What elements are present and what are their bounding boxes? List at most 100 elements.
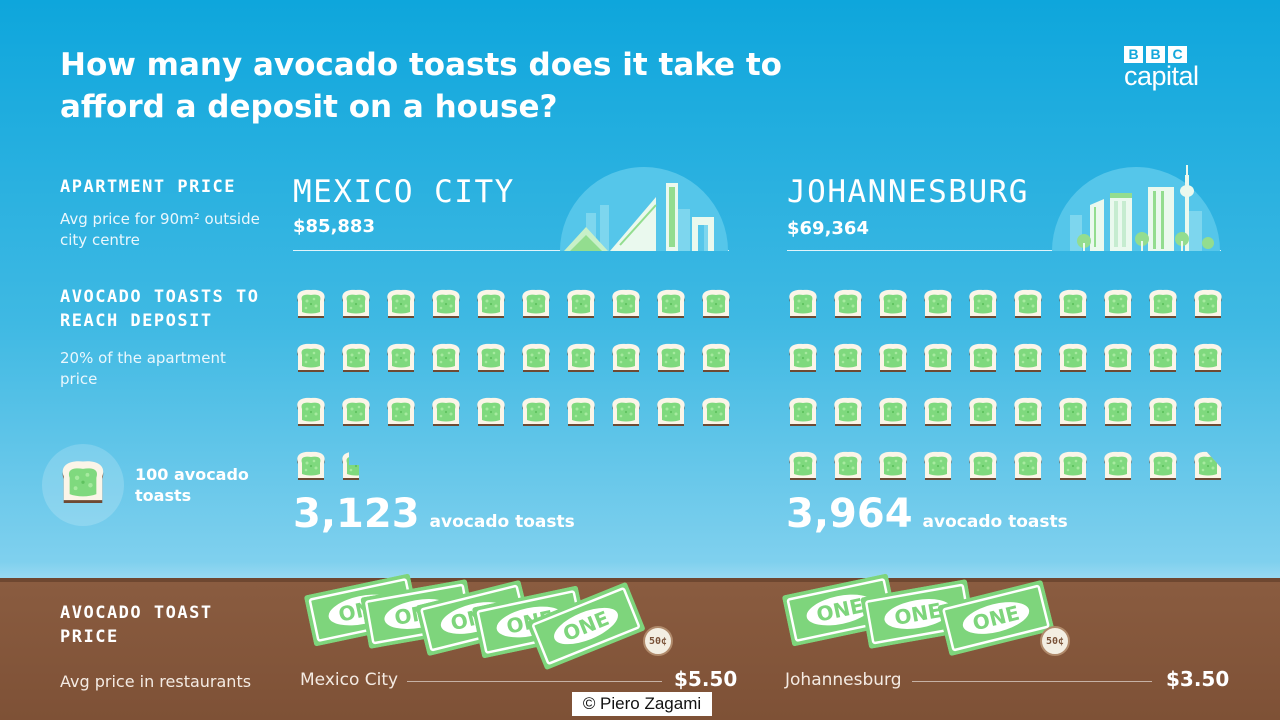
logo-letter: C [1168,46,1187,63]
apartment-price-johannesburg: $69,364 [787,218,869,239]
avocado-toast-icon [1059,451,1087,480]
avocado-toast-icon [1059,289,1087,318]
logo-word: capital [1124,61,1199,91]
avocado-toast-icon [1149,343,1177,372]
section-subtext: Avg price in restaurants [60,672,252,691]
photo-credit: © Piero Zagami [572,692,712,716]
price-city-johannesburg: Johannesburg [785,670,902,690]
section-subtext: 20% of the apartment price [60,349,226,388]
avocado-toast-icon [834,343,862,372]
avocado-toast-icon [789,397,817,426]
coin-icon: 50¢ [643,626,673,656]
section-subtext: Avg price for 90m² outside city centre [60,210,260,249]
logo-letter: B [1124,46,1143,63]
toast-total-mexico: 3,123 avocado toasts [293,492,575,536]
avocado-toast-icon [432,289,460,318]
avocado-toast-icon [924,397,952,426]
avocado-toast-icon [1104,451,1132,480]
avocado-toast-icon [1194,397,1222,426]
avocado-toast-icon [567,397,595,426]
toast-count-unit: avocado toasts [922,512,1068,532]
avocado-toast-icon [477,289,505,318]
toast-price-johannesburg: $3.50 [1166,667,1230,691]
toast-grid-johannesburg [787,289,1222,482]
avocado-toast-icon [387,343,415,372]
apartment-price-mexico: $85,883 [293,216,375,237]
logo-letter: B [1146,46,1165,63]
price-leader-line [912,681,1152,682]
avocado-toast-icon [879,397,907,426]
avocado-toast-icon [1149,397,1177,426]
dollar-bill-icon: ONE [527,582,645,670]
avocado-toast-icon [969,451,997,480]
avocado-toast-icon [1149,451,1177,480]
price-leader-line [407,681,662,682]
avocado-toast-icon [297,397,325,426]
avocado-toast-icon [1014,343,1042,372]
avocado-toast-icon [1059,343,1087,372]
toast-price-mexico: $5.50 [674,667,738,691]
avocado-toast-icon [702,397,730,426]
avocado-toast-icon [342,343,370,372]
avocado-toast-icon [432,343,460,372]
avocado-toast-icon [1014,451,1042,480]
avocado-toast-icon [62,461,104,504]
avocado-toast-icon [702,343,730,372]
avocado-toast-icon [1104,343,1132,372]
avocado-toast-icon [1059,397,1087,426]
avocado-toast-icon [1194,451,1222,480]
avocado-toast-icon [297,343,325,372]
avocado-toast-icon [342,451,359,480]
toast-total-johannesburg: 3,964 avocado toasts [786,492,1068,536]
avocado-toast-icon [612,289,640,318]
section-heading: AVOCADO TOASTS TO REACH DEPOSIT [60,287,260,331]
avocado-toast-icon [1194,289,1222,318]
avocado-toast-icon [789,451,817,480]
price-city-mexico: Mexico City [300,670,399,690]
divider [293,250,729,251]
city-name-johannesburg: JOHANNESBURG [787,174,1029,210]
avocado-toast-icon [879,343,907,372]
johannesburg-skyline-illustration [1052,165,1220,251]
avocado-toast-icon [387,397,415,426]
avocado-toast-icon [1194,343,1222,372]
section-heading: APARTMENT PRICE [60,177,237,197]
toast-count-number: 3,964 [786,491,913,537]
avocado-toast-icon [522,289,550,318]
avocado-toast-icon [612,343,640,372]
avocado-toast-icon [834,289,862,318]
toast-grid-mexico [295,289,730,482]
section-heading: AVOCADO TOAST PRICE [60,603,213,647]
divider [787,250,1221,251]
avocado-toast-icon [297,451,325,480]
coin-icon: 50¢ [1040,626,1070,656]
avocado-toast-icon [567,289,595,318]
avocado-toast-icon [834,451,862,480]
legend-label: 100 avocado toasts [135,465,249,505]
avocado-toast-icon [477,397,505,426]
avocado-toast-icon [969,289,997,318]
avocado-toast-icon [789,343,817,372]
avocado-toast-icon [924,451,952,480]
toast-price-section: AVOCADO TOAST PRICE Avg price in restaur… [60,601,280,692]
toast-count-unit: avocado toasts [429,512,575,532]
page-title: How many avocado toasts does it take to … [60,47,782,125]
avocado-toast-icon [657,343,685,372]
avocado-toast-icon [612,397,640,426]
avocado-toast-icon [969,343,997,372]
avocado-toast-icon [879,289,907,318]
avocado-toast-icon [432,397,460,426]
avocado-toast-icon [522,397,550,426]
avocado-toast-icon [342,397,370,426]
avocado-toast-icon [969,397,997,426]
dollar-bill-icon: ONE [937,580,1055,656]
toasts-deposit-section: AVOCADO TOASTS TO REACH DEPOSIT 20% of t… [60,285,270,390]
avocado-toast-icon [702,289,730,318]
avocado-toast-icon [879,451,907,480]
avocado-toast-icon [477,343,505,372]
avocado-toast-icon [567,343,595,372]
avocado-toast-icon [924,343,952,372]
ground-edge [0,578,1280,582]
mexico-skyline-illustration [560,167,728,251]
apartment-price-section: APARTMENT PRICE Avg price for 90m² outsi… [60,175,260,251]
